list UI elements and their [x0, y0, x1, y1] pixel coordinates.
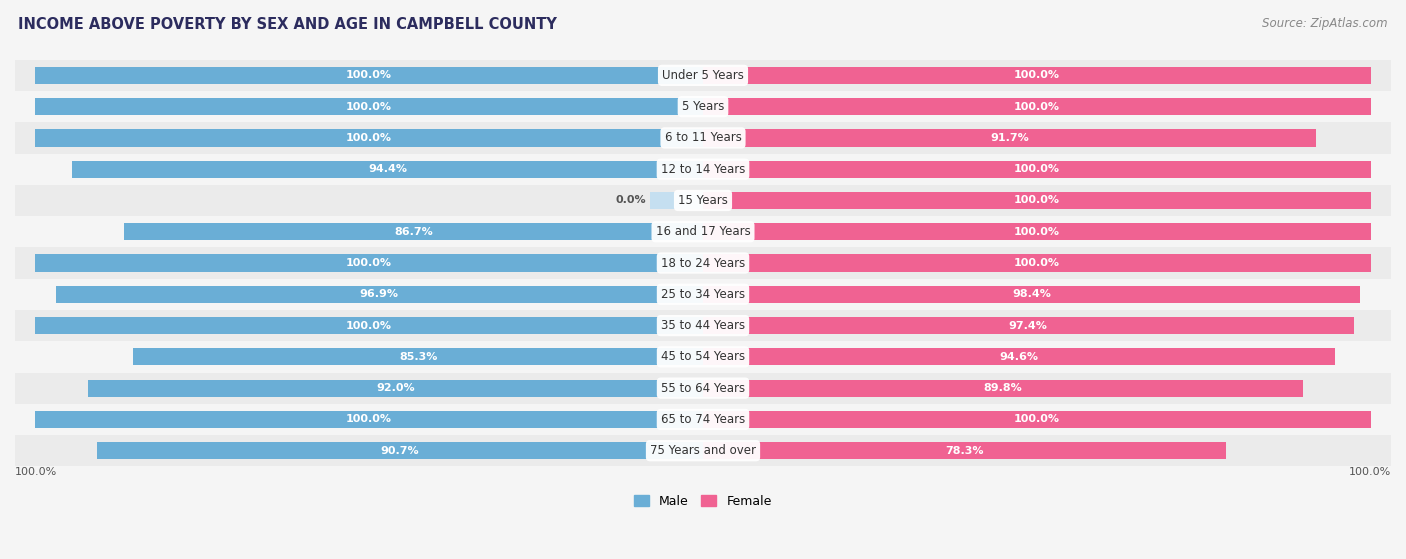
Text: 100.0%: 100.0% — [1014, 258, 1060, 268]
Bar — [15, 122, 1391, 154]
Bar — [703, 67, 1371, 84]
Text: 100.0%: 100.0% — [15, 467, 58, 477]
Text: 15 Years: 15 Years — [678, 194, 728, 207]
Bar — [703, 411, 1371, 428]
Text: 94.4%: 94.4% — [368, 164, 408, 174]
Bar — [15, 310, 1391, 341]
Bar — [15, 216, 1391, 248]
Text: 91.7%: 91.7% — [990, 133, 1029, 143]
Bar — [89, 380, 703, 397]
Text: 12 to 14 Years: 12 to 14 Years — [661, 163, 745, 176]
Bar — [703, 192, 1371, 209]
Bar — [703, 380, 1303, 397]
Text: 75 Years and over: 75 Years and over — [650, 444, 756, 457]
Text: 90.7%: 90.7% — [381, 446, 419, 456]
Text: Under 5 Years: Under 5 Years — [662, 69, 744, 82]
Text: 100.0%: 100.0% — [346, 258, 392, 268]
Bar — [703, 129, 1316, 146]
Text: 100.0%: 100.0% — [346, 70, 392, 80]
Text: 55 to 64 Years: 55 to 64 Years — [661, 382, 745, 395]
Bar — [703, 98, 1371, 115]
Text: 18 to 24 Years: 18 to 24 Years — [661, 257, 745, 269]
Bar — [134, 348, 703, 366]
Bar — [703, 160, 1371, 178]
Text: 65 to 74 Years: 65 to 74 Years — [661, 413, 745, 426]
Text: 98.4%: 98.4% — [1012, 290, 1052, 299]
Bar — [15, 341, 1391, 372]
Text: 100.0%: 100.0% — [1014, 227, 1060, 237]
Text: 89.8%: 89.8% — [984, 383, 1022, 393]
Text: 100.0%: 100.0% — [346, 321, 392, 330]
Bar — [35, 129, 703, 146]
Bar — [35, 67, 703, 84]
Text: 35 to 44 Years: 35 to 44 Years — [661, 319, 745, 332]
Text: 45 to 54 Years: 45 to 54 Years — [661, 350, 745, 363]
Text: 92.0%: 92.0% — [377, 383, 415, 393]
Bar — [56, 286, 703, 303]
Text: 16 and 17 Years: 16 and 17 Years — [655, 225, 751, 238]
Bar — [703, 317, 1354, 334]
Text: 100.0%: 100.0% — [1014, 102, 1060, 112]
Text: INCOME ABOVE POVERTY BY SEX AND AGE IN CAMPBELL COUNTY: INCOME ABOVE POVERTY BY SEX AND AGE IN C… — [18, 17, 557, 32]
Bar — [703, 348, 1334, 366]
Text: 100.0%: 100.0% — [1014, 414, 1060, 424]
Bar — [15, 372, 1391, 404]
Bar — [35, 98, 703, 115]
Text: 85.3%: 85.3% — [399, 352, 437, 362]
Bar — [703, 286, 1360, 303]
Bar — [650, 192, 703, 209]
Text: 100.0%: 100.0% — [346, 414, 392, 424]
Text: 100.0%: 100.0% — [1014, 164, 1060, 174]
Text: 100.0%: 100.0% — [1014, 70, 1060, 80]
Bar — [73, 160, 703, 178]
Text: 100.0%: 100.0% — [346, 102, 392, 112]
Bar — [15, 60, 1391, 91]
Text: 0.0%: 0.0% — [616, 196, 647, 206]
Text: 94.6%: 94.6% — [1000, 352, 1039, 362]
Bar — [15, 279, 1391, 310]
Text: 86.7%: 86.7% — [394, 227, 433, 237]
Text: 100.0%: 100.0% — [1348, 467, 1391, 477]
Legend: Male, Female: Male, Female — [630, 490, 776, 513]
Bar — [35, 317, 703, 334]
Text: 100.0%: 100.0% — [346, 133, 392, 143]
Bar — [703, 223, 1371, 240]
Text: 5 Years: 5 Years — [682, 100, 724, 113]
Bar — [15, 154, 1391, 185]
Bar — [124, 223, 703, 240]
Bar — [15, 185, 1391, 216]
Bar — [35, 254, 703, 272]
Bar — [15, 91, 1391, 122]
Bar — [97, 442, 703, 459]
Bar — [35, 411, 703, 428]
Text: 78.3%: 78.3% — [945, 446, 984, 456]
Text: Source: ZipAtlas.com: Source: ZipAtlas.com — [1263, 17, 1388, 30]
Bar — [703, 442, 1226, 459]
Bar — [15, 248, 1391, 279]
Bar — [15, 435, 1391, 466]
Text: 6 to 11 Years: 6 to 11 Years — [665, 131, 741, 144]
Text: 96.9%: 96.9% — [360, 290, 399, 299]
Text: 97.4%: 97.4% — [1010, 321, 1047, 330]
Text: 100.0%: 100.0% — [1014, 196, 1060, 206]
Text: 25 to 34 Years: 25 to 34 Years — [661, 288, 745, 301]
Bar — [703, 254, 1371, 272]
Bar — [15, 404, 1391, 435]
